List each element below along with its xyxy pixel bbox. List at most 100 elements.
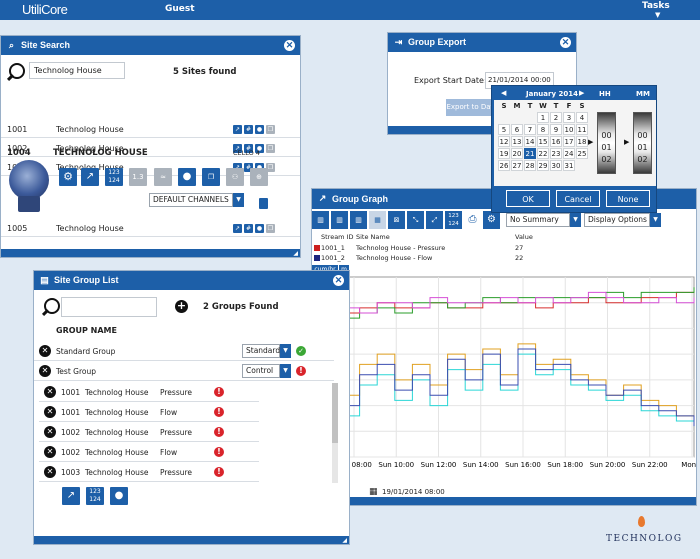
- mm-value[interactable]: 01: [637, 143, 648, 152]
- remove-group-icon[interactable]: ✕: [39, 365, 51, 377]
- group-row[interactable]: ✕ Test Group Control ▼!: [34, 361, 334, 381]
- numbers-icon[interactable]: 123 124: [445, 211, 463, 229]
- numbers-icon[interactable]: #: [244, 224, 253, 233]
- group-member-row[interactable]: ✕ 1001 Technolog House Pressure!: [39, 382, 259, 402]
- group-type-select[interactable]: Standard: [242, 344, 280, 358]
- day-cell[interactable]: 28: [524, 160, 536, 171]
- group-member-row[interactable]: ✕ 1002 Technolog House Pressure!: [39, 422, 259, 442]
- mm-value[interactable]: 02: [637, 155, 648, 164]
- group-member-row[interactable]: ✕ 1002 Technolog House Flow!: [39, 442, 259, 462]
- calculator-icon[interactable]: 1.3: [129, 168, 147, 186]
- export-button[interactable]: Export to Data: [446, 99, 498, 116]
- day-cell[interactable]: 8: [537, 124, 549, 135]
- hh-arrow-icon[interactable]: ▶: [588, 138, 594, 146]
- channels-select[interactable]: DEFAULT CHANNELS: [149, 193, 233, 207]
- day-cell[interactable]: 16: [550, 136, 562, 147]
- chart-icon[interactable]: ↗: [233, 224, 242, 233]
- display-options-select[interactable]: Display Options: [584, 213, 650, 227]
- copy-icon[interactable]: ❐: [266, 144, 275, 153]
- print-icon[interactable]: ⎙: [464, 211, 482, 229]
- day-cell[interactable]: 4: [576, 112, 588, 123]
- site-search-input[interactable]: Technolog House: [29, 62, 125, 79]
- day-cell[interactable]: 17: [563, 136, 575, 147]
- day-cell[interactable]: 9: [550, 124, 562, 135]
- chevron-down-icon[interactable]: ▼: [280, 364, 291, 378]
- group-type-select[interactable]: Control: [242, 364, 280, 378]
- expand-icon[interactable]: ⤢: [426, 211, 444, 229]
- trend-icon[interactable]: ≈: [154, 168, 172, 186]
- day-cell[interactable]: 30: [550, 160, 562, 171]
- hh-value[interactable]: 00: [601, 131, 612, 140]
- day-cell[interactable]: 21: [524, 148, 536, 159]
- numbers-icon[interactable]: #: [244, 144, 253, 153]
- copy-icon[interactable]: ❐: [266, 125, 275, 134]
- next-month-icon[interactable]: ▶: [579, 89, 585, 97]
- zoom-icon[interactable]: ⊠: [388, 211, 406, 229]
- day-cell[interactable]: 10: [563, 124, 575, 135]
- network-icon[interactable]: ⚇: [226, 168, 244, 186]
- tasks-menu[interactable]: Tasks: [642, 1, 670, 11]
- ok-button[interactable]: OK: [506, 190, 550, 207]
- numbers-icon[interactable]: 123 124: [105, 168, 123, 186]
- line-chart-icon[interactable]: ↗: [62, 487, 80, 505]
- group-row[interactable]: ✕ Standard Group Standard ▼ ✓: [34, 341, 334, 361]
- resize-grip-icon[interactable]: ◢: [342, 537, 347, 544]
- cancel-button[interactable]: Cancel: [556, 190, 600, 207]
- day-cell[interactable]: 11: [576, 124, 588, 135]
- resize-grip-icon[interactable]: ◢: [293, 250, 298, 257]
- chevron-down-icon[interactable]: ▼: [570, 213, 581, 227]
- settings-gear-icon[interactable]: ⚙: [483, 211, 501, 229]
- copy-icon[interactable]: ❐: [266, 163, 275, 172]
- chart-icon[interactable]: ↗: [233, 144, 242, 153]
- group-member-row[interactable]: ✕ 1003 Technolog House Pressure!: [39, 462, 259, 482]
- remove-group-icon[interactable]: ✕: [39, 345, 51, 357]
- map-pin-icon[interactable]: ●: [255, 224, 264, 233]
- site-row[interactable]: 1005 Technolog House ↗ # ● ❐: [1, 219, 300, 237]
- bar-view-icon[interactable]: ▥: [312, 211, 330, 229]
- none-button[interactable]: None: [606, 190, 650, 207]
- map-pin-icon[interactable]: ●: [110, 487, 128, 505]
- site-row[interactable]: 1001 Technolog House ↗ # ● ❐: [1, 120, 300, 138]
- add-group-icon[interactable]: +: [175, 299, 188, 313]
- day-cell[interactable]: 3: [563, 112, 575, 123]
- summary-select[interactable]: No Summary: [506, 213, 570, 227]
- settings-gear-icon[interactable]: ⚙: [59, 168, 77, 186]
- copy-icon[interactable]: ❐: [202, 168, 220, 186]
- hh-spinner[interactable]: 00 01 02: [597, 112, 616, 174]
- add-icon[interactable]: ⊕: [250, 168, 268, 186]
- map-pin-icon[interactable]: ●: [255, 125, 264, 134]
- day-cell[interactable]: 20: [511, 148, 523, 159]
- remove-member-icon[interactable]: ✕: [44, 466, 56, 478]
- day-cell[interactable]: 1: [537, 112, 549, 123]
- day-cell[interactable]: 25: [576, 148, 588, 159]
- scrollbar[interactable]: [332, 383, 338, 483]
- mm-value[interactable]: 00: [637, 131, 648, 140]
- day-cell[interactable]: 2: [550, 112, 562, 123]
- close-icon[interactable]: ✕: [560, 37, 571, 48]
- chart-icon[interactable]: ↗: [233, 163, 242, 172]
- remove-member-icon[interactable]: ✕: [44, 406, 56, 418]
- day-cell[interactable]: 14: [524, 136, 536, 147]
- day-cell[interactable]: 5: [498, 124, 510, 135]
- day-cell[interactable]: 22: [537, 148, 549, 159]
- remove-member-icon[interactable]: ✕: [44, 386, 56, 398]
- day-cell[interactable]: 19: [498, 148, 510, 159]
- day-cell[interactable]: 18: [576, 136, 588, 147]
- numbers-icon[interactable]: #: [244, 163, 253, 172]
- chevron-down-icon[interactable]: ▼: [650, 213, 661, 227]
- chevron-down-icon[interactable]: ▼: [655, 11, 661, 19]
- day-cell[interactable]: 27: [511, 160, 523, 171]
- day-cell[interactable]: 29: [537, 160, 549, 171]
- shrink-icon[interactable]: ⤡: [407, 211, 425, 229]
- day-cell[interactable]: 12: [498, 136, 510, 147]
- day-cell[interactable]: 31: [563, 160, 575, 171]
- hh-value[interactable]: 01: [601, 143, 612, 152]
- bar-view-icon[interactable]: ▥: [350, 211, 368, 229]
- chevron-down-icon[interactable]: ▼: [233, 193, 244, 207]
- day-cell[interactable]: 23: [550, 148, 562, 159]
- map-pin-icon[interactable]: ●: [178, 168, 196, 186]
- day-cell[interactable]: 15: [537, 136, 549, 147]
- trash-icon[interactable]: [259, 198, 268, 209]
- remove-member-icon[interactable]: ✕: [44, 446, 56, 458]
- group-search-input[interactable]: [61, 297, 157, 317]
